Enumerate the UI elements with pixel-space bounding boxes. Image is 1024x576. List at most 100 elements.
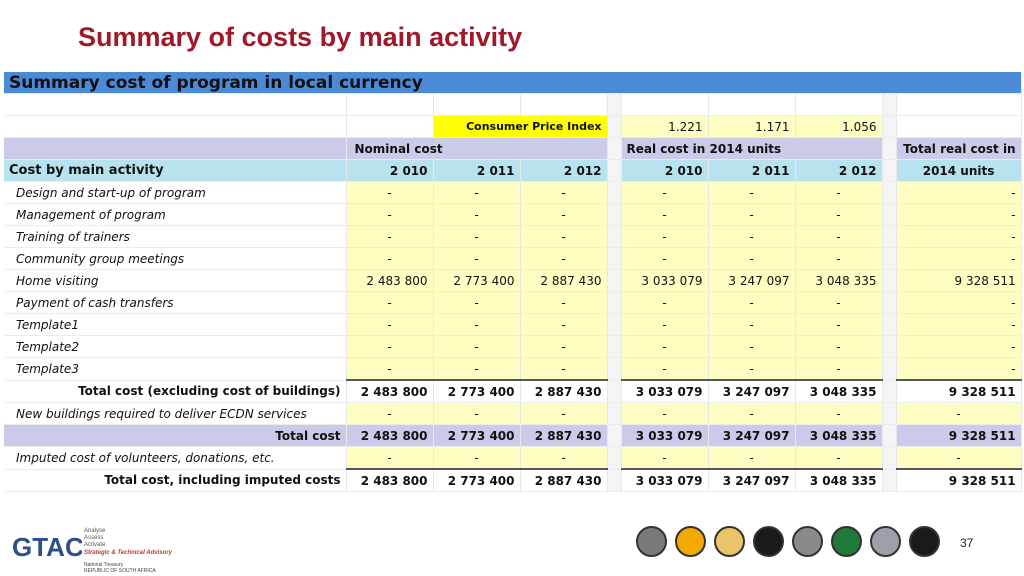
total_imputed-label: Total cost, including imputed costs <box>4 469 347 492</box>
real-year-2012: 2 012 <box>795 159 883 182</box>
total_imputed-real-2012: 3 048 335 <box>795 468 883 492</box>
imputed-row: Imputed cost of volunteers, donations, e… <box>4 446 1022 470</box>
total_cost-row: Total cost 2 483 800 2 773 400 2 887 430 3 0… <box>4 424 1022 447</box>
total_cost-nominal-2010: 2 483 800 <box>346 424 434 447</box>
activity-row: Template3- - - - - - - <box>4 357 1022 381</box>
nominal-2011: - <box>433 203 521 226</box>
total-real: - <box>896 335 1022 358</box>
total_imputed-nominal-2012: 2 887 430 <box>520 468 608 492</box>
nominal-2012: - <box>520 247 608 270</box>
tap-icon <box>636 526 667 557</box>
real-2012: - <box>795 203 883 226</box>
total_excl-real-2010: 3 033 079 <box>621 379 709 403</box>
activity-row: Training of trainers - - - - - - - <box>4 225 1022 248</box>
imputed-nominal-2011: - <box>433 446 521 470</box>
imputed-real-2012: - <box>795 446 883 470</box>
book-icon <box>831 526 862 557</box>
imputed-real-2011: - <box>708 446 796 470</box>
total-real: - <box>896 203 1022 226</box>
nominal-2011: - <box>433 181 521 204</box>
nominal-2012: 2 887 430 <box>520 269 608 292</box>
nominal-2012: - <box>520 313 608 336</box>
total_excl-nominal-2010: 2 483 800 <box>346 379 434 403</box>
activity-label: Management of program <box>4 203 347 226</box>
ribbon-icon <box>870 526 901 557</box>
real-2012: - <box>795 181 883 204</box>
total-real-unit: 2014 units <box>896 159 1022 182</box>
real-2012: - <box>795 247 883 270</box>
total_excl-nominal-2011: 2 773 400 <box>433 379 521 403</box>
real-2011: - <box>708 181 796 204</box>
total_excl-real-2012: 3 048 335 <box>795 379 883 403</box>
total_cost-real-2011: 3 247 097 <box>708 424 796 447</box>
cpi-row: Consumer Price Index 1.221 1.171 1.056 <box>4 115 1022 138</box>
nominal-2011: - <box>433 357 521 381</box>
nominal-year-2010: 2 010 <box>346 159 434 182</box>
page-number: 37 <box>960 536 974 550</box>
nominal-2012: - <box>520 225 608 248</box>
nominal-year-2011: 2 011 <box>433 159 521 182</box>
cpi-2012: 1.056 <box>795 115 883 138</box>
blank-row <box>4 93 1022 116</box>
real-2012: 3 048 335 <box>795 269 883 292</box>
cost-summary-sheet: Summary cost of program in local currenc… <box>4 72 1022 492</box>
total_cost-nominal-2011: 2 773 400 <box>433 424 521 447</box>
hand-icon <box>714 526 745 557</box>
activity-header: Cost by main activity <box>4 159 347 182</box>
real-2010: - <box>621 335 709 358</box>
total-real: 9 328 511 <box>896 269 1022 292</box>
activity-label: Training of trainers <box>4 225 347 248</box>
tagline-activate: Activate <box>84 542 106 548</box>
real-2011: 3 247 097 <box>708 269 796 292</box>
real-2012: - <box>795 357 883 381</box>
activity-label: Template3 <box>4 357 347 381</box>
real-2011: - <box>708 203 796 226</box>
logo-subtitle: Strategic & Technical Advisory <box>84 550 172 556</box>
activity-row: Payment of cash transfers - - - - - - - <box>4 291 1022 314</box>
nominal-2010: - <box>346 291 434 314</box>
real-year-2011: 2 011 <box>708 159 796 182</box>
real-2010: - <box>621 313 709 336</box>
cpi-label: Consumer Price Index <box>433 115 608 138</box>
real-2010: - <box>621 291 709 314</box>
summary-rows: Total cost (excluding cost of buildings)… <box>4 379 1022 492</box>
cost-summary-table: Summary cost of program in local currenc… <box>4 72 1022 492</box>
total_imputed-nominal-2010: 2 483 800 <box>346 468 434 492</box>
nominal-2012: - <box>520 335 608 358</box>
nominal-2011: - <box>433 247 521 270</box>
total_imputed-row: Total cost, including imputed costs 2 483… <box>4 468 1022 492</box>
light-bulb-icon <box>675 526 706 557</box>
gtac-logo-mark: GTAC <box>12 532 82 562</box>
activity-label: Community group meetings <box>4 247 347 270</box>
nominal-2011: - <box>433 225 521 248</box>
buildings-label: New buildings required to deliver ECDN s… <box>4 402 347 425</box>
logo-treasury: National Treasury REPUBLIC OF SOUTH AFRI… <box>84 562 156 574</box>
activity-row: Community group meetings - - - - - - - <box>4 247 1022 270</box>
treasury-line-2: REPUBLIC OF SOUTH AFRICA <box>84 568 156 574</box>
nominal-cost-header: Nominal cost <box>346 137 608 160</box>
total-real: - <box>896 247 1022 270</box>
real-2010: - <box>621 247 709 270</box>
nominal-2010: - <box>346 181 434 204</box>
nominal-year-2012: 2 012 <box>520 159 608 182</box>
nominal-2012: - <box>520 181 608 204</box>
road-icon <box>792 526 823 557</box>
gtac-logo: GTAC Analyse Assess Activate Strategic &… <box>12 526 172 574</box>
total_cost-real-2012: 3 048 335 <box>795 424 883 447</box>
total-real: - <box>896 357 1022 381</box>
total_cost-nominal-2012: 2 887 430 <box>520 424 608 447</box>
imputed-total-real: - <box>896 446 1022 470</box>
warning-icon <box>909 526 940 557</box>
real-2012: - <box>795 225 883 248</box>
nominal-2010: - <box>346 203 434 226</box>
slide-footer: GTAC Analyse Assess Activate Strategic &… <box>0 512 1024 576</box>
tagline-analyse: Analyse <box>84 528 106 534</box>
real-2011: - <box>708 357 796 381</box>
total_imputed-real-2011: 3 247 097 <box>708 468 796 492</box>
real-2010: - <box>621 181 709 204</box>
real-2011: - <box>708 313 796 336</box>
activity-label: Template2 <box>4 335 347 358</box>
real-2010: - <box>621 357 709 381</box>
header-group-row: Nominal cost Real cost in 2014 units Tot… <box>4 137 1022 160</box>
real-2010: - <box>621 203 709 226</box>
